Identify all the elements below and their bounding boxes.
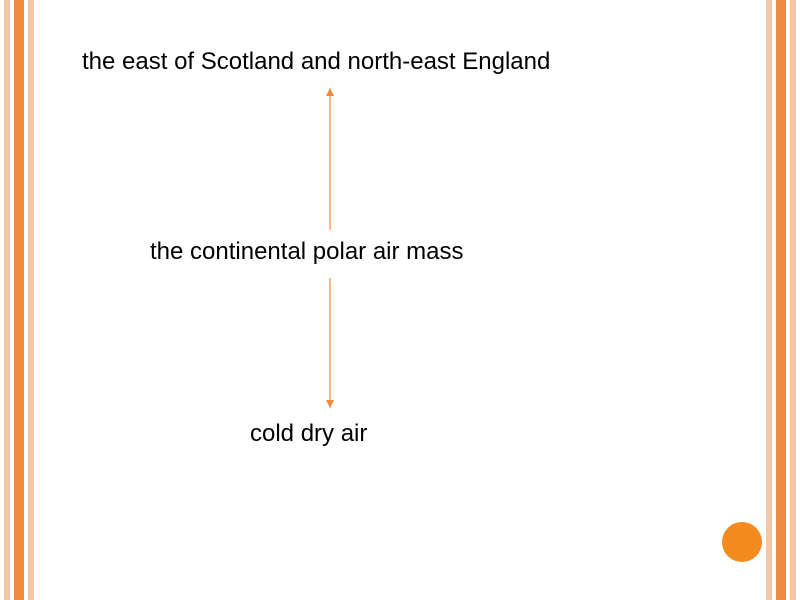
text-top: the east of Scotland and north-east Engl… (82, 48, 550, 76)
connectors (0, 0, 800, 600)
decor-stripe (14, 0, 24, 600)
decor-stripe (790, 0, 796, 600)
decor-stripe (776, 0, 786, 600)
decor-stripe (28, 0, 34, 600)
decor-stripe (766, 0, 772, 600)
decor-circle (722, 522, 762, 562)
slide-content: the east of Scotland and north-east Engl… (0, 0, 800, 600)
text-middle: the continental polar air mass (150, 238, 464, 266)
text-bottom: cold dry air (250, 420, 367, 448)
decor-stripe (4, 0, 10, 600)
